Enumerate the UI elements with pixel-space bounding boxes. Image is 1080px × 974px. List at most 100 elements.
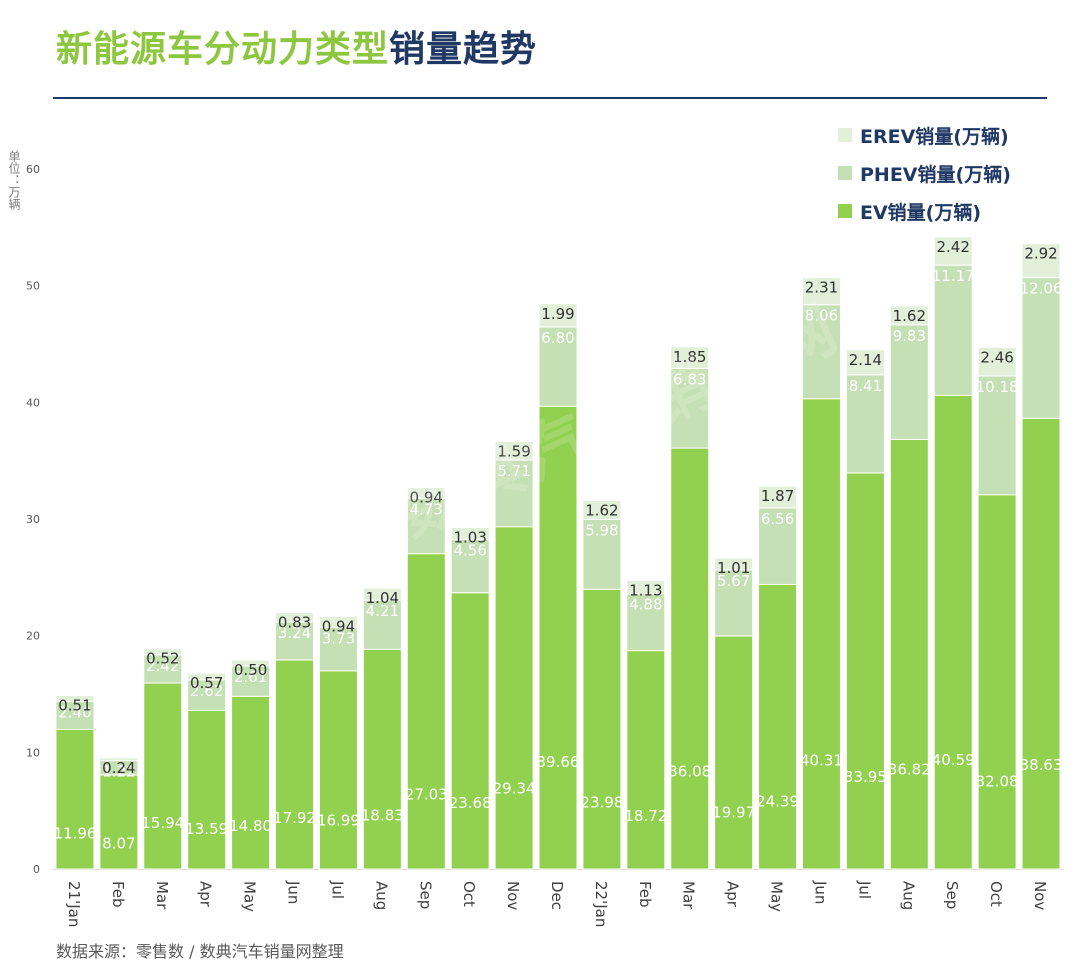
data-label-erev: 0.51 [58,697,91,715]
bar-phev [362,599,402,650]
data-label-ev: 24.39 [756,792,799,810]
bar-erev [494,441,534,461]
bar-erev [626,579,666,595]
bar-ev [714,635,754,870]
data-label-phev: 6.80 [541,329,574,347]
y-tick-label: 60 [26,163,40,176]
data-label-ev: 18.72 [624,807,667,825]
bar-phev [626,593,666,652]
data-label-phev: 3.73 [322,629,355,647]
x-tick-label: Apr [197,881,215,908]
data-label-phev: 4.73 [410,500,443,518]
data-label-erev: 0.83 [278,613,311,631]
bar-erev [933,236,973,266]
data-label-erev: 1.85 [673,348,706,366]
data-label-phev: 8.41 [849,377,882,395]
data-label-erev: 2.46 [980,348,1013,366]
data-label-ev: 18.83 [361,807,404,825]
bar-phev [143,654,183,684]
data-label-ev: 38.63 [1020,756,1063,774]
bar-phev [1021,277,1061,419]
x-tick-label: Nov [1031,881,1049,910]
data-label-ev: 39.66 [537,753,580,771]
bar-ev [406,553,446,870]
data-label-ev: 36.82 [888,760,931,778]
title-part-green: 新能源车分动力类型 [56,29,390,70]
bar-ev [1021,417,1061,870]
data-label-erev: 1.03 [453,529,486,547]
bar-phev [845,374,885,474]
x-tick-label: Dec [548,881,566,910]
data-label-ev: 11.96 [53,824,96,842]
bar-erev [670,346,710,369]
bar-erev [55,695,95,702]
data-label-ev: 33.95 [844,768,887,786]
bar-ev [99,774,139,870]
bar-phev [582,518,622,590]
data-label-erev: 0.57 [190,674,223,692]
data-label-erev: 2.42 [937,238,970,256]
bar-erev [977,346,1017,377]
bar-erev [758,485,798,509]
bar-ev [275,659,315,870]
data-label-phev: 9.83 [893,327,926,345]
bar-ev [670,447,710,870]
bar-ev [889,438,929,870]
data-label-ev: 36.08 [668,762,711,780]
bar-erev [362,587,402,601]
page-title: 新能源车分动力类型销量趋势 [56,26,537,74]
bar-phev [275,621,315,661]
bar-ev [582,588,622,870]
bar-ev [231,695,271,870]
x-tick-label: Jun [811,880,829,904]
data-label-erev: 0.52 [146,650,179,668]
legend-label-phev: PHEV销量(万辆) [860,163,1011,186]
bar-erev [582,500,622,520]
y-tick-label: 10 [26,746,40,759]
y-tick-label: 20 [26,630,40,643]
x-tick-label: Aug [372,881,390,910]
x-tick-label: Oct [987,881,1005,907]
bar-ev [143,682,183,870]
data-label-erev: 1.13 [629,581,662,599]
bar-phev [801,304,841,400]
data-label-ev: 17.92 [273,809,316,827]
x-tick-label: 21'Jan [65,881,83,927]
data-label-phev: 11.17 [932,267,975,285]
bar-phev [494,459,534,528]
data-label-ev: 40.59 [932,751,975,769]
bar-erev [714,557,754,571]
data-label-phev: 5.98 [585,521,618,539]
data-label-erev: 0.94 [322,617,355,635]
title-divider [53,97,1047,99]
data-label-erev: 1.87 [761,487,794,505]
data-label-erev: 1.62 [893,307,926,325]
bar-phev [187,679,227,711]
data-label-phev: 2.61 [234,668,267,686]
bar-erev [450,527,490,541]
data-label-ev: 32.08 [976,773,1019,791]
bar-ev [933,394,973,870]
x-tick-label: Feb [636,881,654,908]
data-label-ev: 29.34 [493,780,536,798]
x-tick-label: Aug [899,881,917,910]
bar-ev [801,398,841,870]
bar-erev [801,277,841,306]
bar-phev [714,569,754,637]
bar-erev [538,303,578,328]
x-tick-label: May [241,881,259,912]
data-label-phev: 4.21 [366,602,399,620]
bar-phev [318,626,358,672]
data-label-erev: 2.92 [1024,245,1057,263]
data-label-ev: 8.07 [102,834,135,852]
y-tick-label: 50 [26,280,40,293]
title-part-navy: 销量趋势 [389,29,538,70]
data-label-erev: 1.01 [717,559,750,577]
x-tick-label: Mar [680,881,698,910]
data-label-ev: 16.99 [317,811,360,829]
legend-label-erev: EREV销量(万辆) [860,125,1009,148]
bar-erev [1021,243,1061,279]
bar-ev [538,405,578,870]
bar-erev [99,757,139,762]
